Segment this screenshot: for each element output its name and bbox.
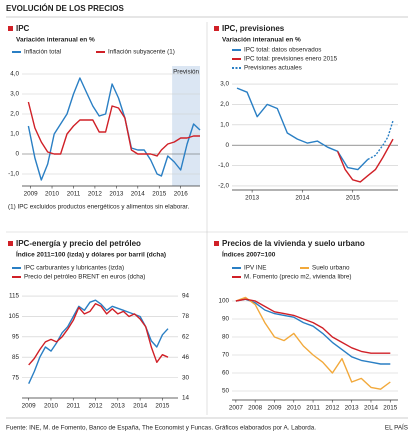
x-tick-label: 2010 xyxy=(287,405,302,412)
x-tick-label: 2016 xyxy=(174,191,189,198)
x-tick-label: 2015 xyxy=(383,405,398,412)
y-tick-label: 4,0 xyxy=(10,71,19,78)
y-tick-label: 115 xyxy=(9,293,20,300)
y2-tick-label: 14 xyxy=(182,395,190,402)
y-tick-label: 3,0 xyxy=(220,81,229,88)
series-line xyxy=(28,299,169,384)
x-tick-label: 2012 xyxy=(89,403,104,410)
legend-label: Precio del petróleo BRENT en euros (dcha… xyxy=(24,274,145,281)
series-line xyxy=(235,298,391,354)
x-tick-label: 2013 xyxy=(109,191,124,198)
y2-tick-label: 62 xyxy=(182,334,190,341)
footnote: (1) IPC excluidos productos energéticos … xyxy=(8,204,190,211)
chart-subtitle: Índices 2007=100 xyxy=(222,250,276,259)
x-tick-label: 2007 xyxy=(229,405,244,412)
series-line xyxy=(336,138,394,183)
brand: EL PAÍS xyxy=(385,423,408,432)
series-line xyxy=(236,87,369,171)
x-tick-label: 2010 xyxy=(45,191,60,198)
y-tick-label: 100 xyxy=(218,298,229,305)
x-tick-label: 2013 xyxy=(345,405,360,412)
series-line xyxy=(27,77,201,181)
y-tick-label: 0 xyxy=(15,151,19,158)
y-tick-label: -1,0 xyxy=(8,171,19,178)
x-tick-label: 2014 xyxy=(295,195,310,202)
series-line xyxy=(367,120,394,161)
x-tick-label: 2012 xyxy=(325,405,340,412)
x-tick-label: 2013 xyxy=(111,403,126,410)
y-tick-label: 2,0 xyxy=(10,111,19,118)
x-tick-label: 2014 xyxy=(133,403,148,410)
y-tick-label: 85 xyxy=(12,354,20,361)
y-tick-label: 1,0 xyxy=(220,121,229,128)
y-tick-label: 70 xyxy=(222,352,230,359)
x-tick-label: 2015 xyxy=(155,403,170,410)
chart-subtitle: Índice 2011=100 (izda) y dólares por bar… xyxy=(16,250,166,259)
source: Fuente: INE, M. de Fomento, Banco de Esp… xyxy=(6,425,316,432)
legend-label: IPC total: datos observados xyxy=(244,47,321,54)
y-tick-label: -1,0 xyxy=(218,162,229,169)
x-tick-label: 2015 xyxy=(346,195,361,202)
legend-label: IPC carburantes y lubricantes (izda) xyxy=(24,265,124,272)
chart-subtitle: Variación interanual en % xyxy=(16,37,95,44)
legend-label: IPC total: previsiones enero 2015 xyxy=(244,56,338,63)
x-tick-label: 2009 xyxy=(267,405,282,412)
x-tick-label: 2011 xyxy=(67,191,81,198)
legend-label: Suelo urbano xyxy=(312,265,350,272)
x-tick-label: 2014 xyxy=(131,191,146,198)
legend-label: M. Fomento (precio m2, vivienda libre) xyxy=(244,274,351,281)
y-tick-label: 105 xyxy=(8,313,19,320)
page-title: EVOLUCIÓN DE LOS PRECIOS xyxy=(6,4,124,13)
chart-title: IPC xyxy=(16,24,30,33)
y-tick-label: 0 xyxy=(225,142,229,149)
x-tick-label: 2009 xyxy=(24,191,39,198)
series-line xyxy=(235,298,391,365)
title-bullet xyxy=(8,241,13,246)
series-line xyxy=(27,101,200,157)
x-tick-label: 2009 xyxy=(22,403,37,410)
title-bullet xyxy=(8,26,13,31)
series-line xyxy=(28,303,169,366)
x-tick-label: 2015 xyxy=(152,191,167,198)
y2-tick-label: 46 xyxy=(182,354,190,361)
x-tick-label: 2012 xyxy=(88,191,103,198)
chart-title: IPC-energía y precio del petróleo xyxy=(16,239,141,248)
legend-label: Inflación subyacente (1) xyxy=(108,49,175,56)
title-bullet xyxy=(214,241,219,246)
y-tick-label: 2,0 xyxy=(220,101,229,108)
chart-title: Precios de la vivienda y suelo urbano xyxy=(222,239,365,248)
y-tick-label: 95 xyxy=(12,334,20,341)
title-bullet xyxy=(214,26,219,31)
y-tick-label: 50 xyxy=(222,388,230,395)
x-tick-label: 2011 xyxy=(66,403,80,410)
y-tick-label: 1,0 xyxy=(10,131,19,138)
y-tick-label: 90 xyxy=(222,316,230,323)
chart-subtitle: Variación interanual en % xyxy=(222,37,301,44)
y-tick-label: 80 xyxy=(222,334,230,341)
series-line xyxy=(235,296,391,390)
y-tick-label: 75 xyxy=(12,374,20,381)
legend-label: IPV INE xyxy=(244,265,266,272)
y2-tick-label: 94 xyxy=(182,293,190,300)
annotation: Previsión xyxy=(173,69,199,76)
x-tick-label: 2014 xyxy=(364,405,379,412)
y-tick-label: 3,0 xyxy=(10,91,19,98)
x-tick-label: 2008 xyxy=(248,405,263,412)
x-tick-label: 2013 xyxy=(245,195,260,202)
y2-tick-label: 78 xyxy=(182,313,190,320)
y-tick-label: -2,0 xyxy=(218,183,229,190)
chart-title: IPC, previsiones xyxy=(222,24,285,33)
y2-tick-label: 30 xyxy=(182,374,190,381)
legend-label: Inflación total xyxy=(24,49,61,56)
y-tick-label: 60 xyxy=(222,370,230,377)
legend-label: Previsiones actuales xyxy=(244,65,302,72)
x-tick-label: 2010 xyxy=(44,403,59,410)
x-tick-label: 2011 xyxy=(306,405,320,412)
